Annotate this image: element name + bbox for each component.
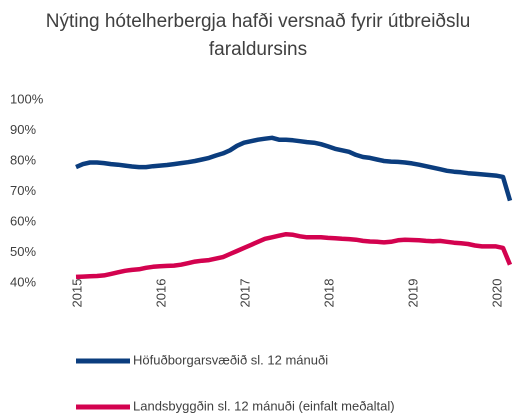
legend-label: Höfuðborgarsvæðið sl. 12 mánuði xyxy=(133,352,328,367)
y-tick-label: 60% xyxy=(10,213,36,228)
series-line xyxy=(75,231,513,280)
y-tick-label: 80% xyxy=(10,152,36,167)
chart-title: Nýting hótelherbergja hafði versnað fyri… xyxy=(46,11,471,60)
y-tick-label: 100% xyxy=(10,91,44,106)
x-tick-label: 2017 xyxy=(237,279,252,308)
y-tick-label: 50% xyxy=(10,244,36,259)
x-tick-label: 2018 xyxy=(321,279,336,308)
y-tick-label: 90% xyxy=(10,122,36,137)
legend-label: Landsbyggðin sl. 12 mánuði (einfalt meða… xyxy=(133,398,395,413)
x-tick-label: 2016 xyxy=(153,279,168,308)
y-tick-label: 40% xyxy=(10,274,36,289)
x-tick-label: 2015 xyxy=(69,279,84,308)
y-tick-label: 70% xyxy=(10,183,36,198)
x-tick-label: 2019 xyxy=(405,279,420,308)
series-line xyxy=(75,135,513,202)
x-tick-label: 2020 xyxy=(489,279,504,308)
